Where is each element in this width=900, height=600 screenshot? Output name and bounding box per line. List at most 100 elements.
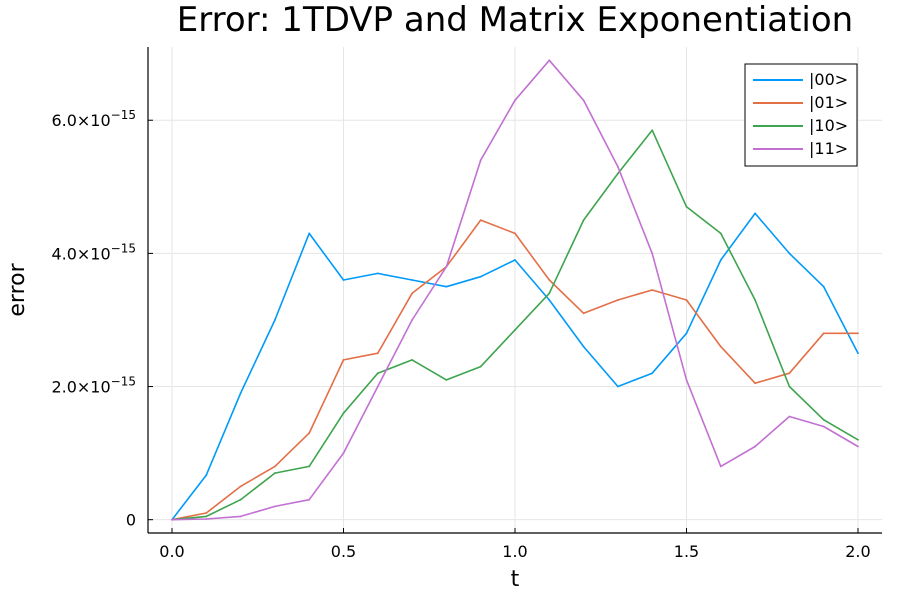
data-point: [514, 329, 516, 331]
data-point: [685, 332, 688, 335]
data-point: [376, 372, 379, 375]
data-point: [308, 498, 311, 501]
y-tick-label: 6.0×10−15: [51, 108, 136, 130]
data-point: [514, 259, 516, 261]
data-point: [857, 445, 859, 448]
data-point: [822, 285, 825, 288]
tick-labels: 0.0 0.5 1.0 1.5 2.002.0×10−154.0×10−156.0×10…: [51, 108, 870, 561]
data-point: [411, 319, 414, 321]
data-point: [274, 472, 276, 474]
data-point: [239, 498, 242, 501]
data-point: [445, 285, 448, 288]
data-point: [719, 345, 722, 348]
x-tick-label: 1.0: [502, 542, 527, 561]
data-point: [205, 512, 208, 514]
axes: [147, 47, 882, 534]
data-point: [239, 485, 242, 488]
data-point: [788, 415, 791, 418]
x-tick-label: 0.0: [159, 542, 184, 561]
data-point: [857, 438, 859, 441]
data-point: [857, 332, 859, 335]
data-point: [376, 272, 379, 275]
data-point: [479, 365, 482, 368]
data-point: [479, 275, 482, 278]
legend-label: |01>: [809, 93, 848, 112]
chart-title: Error: 1TDVP and Matrix Exponentiation: [177, 0, 853, 40]
data-point: [411, 359, 414, 361]
data-point: [616, 299, 619, 301]
data-point: [685, 205, 688, 208]
legend: |00> |01> |10> |11>: [744, 63, 858, 167]
legend-label: |10>: [809, 116, 848, 135]
data-point: [651, 252, 654, 255]
data-point: [274, 505, 276, 508]
data-point: [239, 392, 242, 395]
data-point: [239, 515, 242, 518]
data-point: [651, 372, 654, 375]
series-lines: [171, 59, 859, 521]
data-point: [308, 432, 311, 435]
data-point: [788, 252, 791, 255]
data-point: [308, 465, 311, 468]
data-point: [719, 232, 722, 235]
data-point: [582, 99, 585, 102]
data-point: [548, 279, 551, 281]
data-point: [445, 265, 448, 268]
y-tick-mantissa: 2.0×10: [51, 378, 110, 397]
data-point: [685, 378, 688, 381]
y-tick-label: 2.0×10−15: [51, 375, 136, 397]
data-point: [411, 292, 414, 295]
y-tick-label: 4.0×10−15: [51, 241, 136, 263]
data-point: [342, 279, 345, 281]
data-point: [514, 232, 516, 235]
y-tick-mantissa: 0: [126, 511, 136, 530]
data-point: [822, 418, 825, 421]
y-tick-exponent: −15: [111, 375, 136, 389]
data-point: [342, 412, 345, 415]
data-point: [274, 465, 276, 468]
data-point: [205, 515, 208, 518]
y-tick-exponent: −15: [111, 108, 136, 122]
data-point: [651, 129, 654, 132]
data-point: [205, 518, 208, 520]
data-point: [788, 372, 791, 375]
data-point: [548, 59, 551, 62]
legend-label: |11>: [809, 139, 848, 158]
data-point: [548, 299, 551, 301]
y-tick-exponent: −15: [111, 241, 136, 255]
data-point: [754, 382, 756, 385]
data-point: [616, 172, 619, 175]
data-point: [754, 212, 756, 215]
data-point: [616, 385, 619, 388]
x-tick-label: 2.0: [845, 542, 870, 561]
data-point: [411, 279, 414, 281]
data-point: [582, 219, 585, 221]
data-point: [754, 445, 756, 448]
data-point: [719, 259, 722, 261]
data-point: [514, 99, 516, 102]
data-point: [479, 159, 482, 162]
y-tick-mantissa: 4.0×10: [51, 244, 110, 263]
data-point: [616, 165, 619, 168]
data-point: [857, 352, 859, 355]
data-point: [788, 385, 791, 388]
data-point: [342, 452, 345, 455]
data-point: [822, 332, 825, 335]
data-point: [754, 299, 756, 301]
data-point: [376, 352, 379, 355]
data-point: [582, 345, 585, 348]
data-point: [308, 232, 311, 235]
x-axis-label: t: [511, 567, 520, 592]
data-point: [342, 359, 345, 361]
data-point: [582, 312, 585, 315]
x-tick-label: 0.5: [331, 542, 356, 561]
y-axis-label: error: [5, 262, 30, 316]
x-tick-label: 1.5: [674, 542, 699, 561]
legend-label: |00>: [809, 70, 848, 89]
y-tick-label: 0: [126, 511, 136, 530]
data-point: [274, 319, 276, 321]
data-point: [171, 518, 173, 521]
data-point: [822, 425, 825, 428]
data-point: [548, 292, 551, 295]
